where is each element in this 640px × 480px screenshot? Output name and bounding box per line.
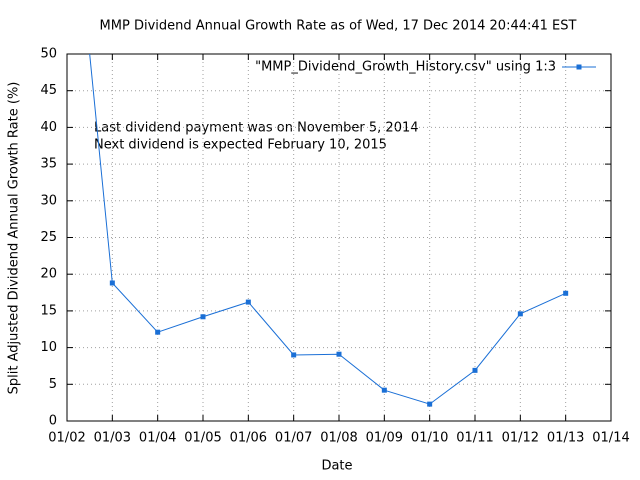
data-point — [427, 401, 433, 407]
data-point — [109, 280, 115, 286]
y-tick-label: 0 — [49, 414, 57, 429]
x-tick-label: 01/12 — [502, 431, 539, 446]
y-tick-label: 30 — [40, 193, 57, 208]
y-tick-label: 10 — [40, 340, 57, 355]
y-axis-label: Split Adjusted Dividend Annual Growth Ra… — [7, 82, 22, 395]
data-point — [563, 290, 569, 296]
legend-label: "MMP_Dividend_Growth_History.csv" using … — [255, 60, 556, 75]
data-point — [291, 352, 297, 358]
plot-frame — [66, 53, 612, 422]
x-tick-label: 01/07 — [275, 431, 312, 446]
x-tick-label: 01/02 — [48, 431, 85, 446]
y-tick-label: 20 — [40, 267, 57, 282]
y-tick-label: 35 — [40, 157, 57, 172]
data-point — [517, 311, 523, 317]
x-tick-label: 01/06 — [230, 431, 267, 446]
data-point — [245, 299, 251, 305]
annotation: Next dividend is expected February 10, 2… — [94, 138, 387, 153]
y-tick-label: 40 — [40, 120, 57, 135]
x-tick-label: 01/09 — [366, 431, 403, 446]
plot-area — [89, 54, 569, 407]
y-tick-label: 5 — [49, 377, 57, 392]
data-line — [89, 54, 566, 405]
x-tick-label: 01/13 — [547, 431, 584, 446]
data-point — [155, 329, 161, 335]
data-point — [200, 314, 206, 320]
y-tick-label: 25 — [40, 230, 57, 245]
x-tick-label: 01/11 — [456, 431, 493, 446]
chart-title: MMP Dividend Annual Growth Rate as of We… — [100, 19, 577, 34]
x-axis-label: Date — [321, 459, 352, 474]
x-tick-label: 01/03 — [94, 431, 131, 446]
x-tick-label: 01/05 — [184, 431, 221, 446]
legend-marker — [576, 64, 582, 70]
y-tick-label: 50 — [40, 47, 57, 62]
data-point — [381, 387, 387, 393]
x-tick-label: 01/10 — [411, 431, 448, 446]
y-tick-label: 45 — [40, 83, 57, 98]
x-tick-label: 01/14 — [592, 431, 629, 446]
y-tick-label: 15 — [40, 303, 57, 318]
x-tick-label: 01/04 — [139, 431, 176, 446]
annotation: Last dividend payment was on November 5,… — [94, 121, 419, 136]
data-point — [472, 367, 478, 373]
x-tick-label: 01/08 — [320, 431, 357, 446]
data-point — [336, 351, 342, 357]
